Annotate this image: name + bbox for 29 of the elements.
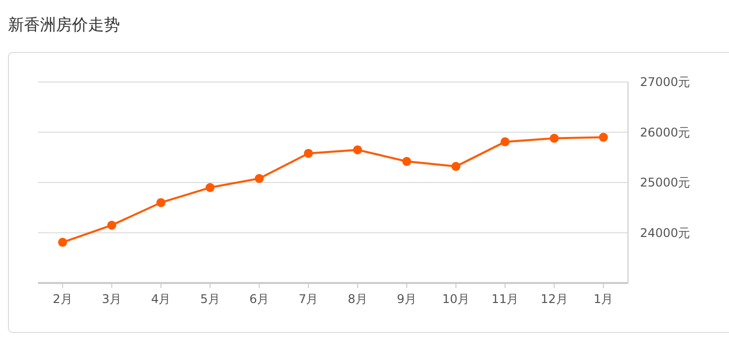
point — [550, 134, 559, 143]
point — [353, 145, 362, 154]
point — [598, 132, 608, 142]
point — [500, 137, 510, 146]
point — [107, 220, 116, 230]
point — [451, 162, 460, 171]
x-tick-label: 4月 — [151, 292, 171, 306]
x-tick-label: 9月 — [396, 292, 417, 306]
x-tick-label: 6月 — [249, 292, 270, 306]
point — [58, 238, 68, 247]
x-tick-label: 11月 — [491, 292, 519, 306]
x-tick-label: 2月 — [52, 292, 72, 306]
y-tick-label: 25000元 — [640, 176, 690, 190]
x-tick-label: 10月 — [442, 292, 470, 306]
x-tick-label: 12月 — [540, 292, 568, 306]
x-tick-label: 7月 — [298, 292, 318, 306]
x-tick-label: 3月 — [102, 292, 122, 306]
chart-title: 新香洲房价走势 — [8, 15, 120, 34]
point — [304, 148, 313, 158]
point — [206, 183, 215, 192]
x-tick-label: 1月 — [594, 292, 614, 306]
y-tick-label: 27000元 — [640, 75, 690, 89]
point — [156, 198, 166, 208]
point — [402, 156, 412, 166]
point — [254, 174, 264, 183]
y-tick-label: 26000元 — [640, 125, 690, 140]
y-tick-label: 24000元 — [640, 226, 690, 240]
x-tick-label: 8月 — [348, 292, 368, 306]
x-tick-label: 5月 — [200, 292, 220, 306]
